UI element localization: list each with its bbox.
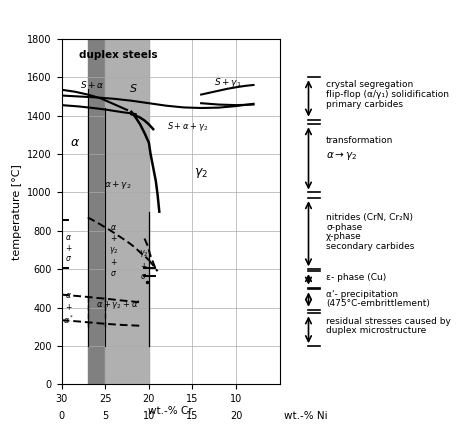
Text: primary carbides: primary carbides [326,100,403,109]
Bar [88,39,105,384]
Text: α'- precipitation: α'- precipitation [326,290,398,299]
Text: $\alpha$: $\alpha$ [70,136,80,149]
Text: secondary carbides: secondary carbides [326,242,414,251]
Text: $\gamma_2$: $\gamma_2$ [194,166,208,180]
Text: $S + \gamma_1$: $S + \gamma_1$ [213,76,241,89]
Text: $\alpha$
$+$
$\gamma_2$
$+$
$\sigma$: $\alpha$ $+$ $\gamma_2$ $+$ $\sigma$ [109,222,118,278]
Y-axis label: temperature [°C]: temperature [°C] [12,164,22,260]
Text: $\alpha$
+
$\sigma$: $\alpha$ + $\sigma$ [65,233,72,263]
Text: wt.-% Ni: wt.-% Ni [284,411,328,421]
Text: $\alpha$
$+$
$\alpha^*$: $\alpha$ $+$ $\alpha^*$ [63,291,74,326]
Text: crystal segregation: crystal segregation [326,80,413,89]
Text: duplex steels: duplex steels [79,50,158,60]
Text: 0: 0 [59,411,64,421]
Text: σ-phase: σ-phase [326,222,362,232]
Text: $\alpha + \gamma_2$: $\alpha + \gamma_2$ [104,179,132,191]
Text: $S + \alpha + \gamma_2$: $S + \alpha + \gamma_2$ [167,120,209,133]
Bar [105,39,149,384]
Text: $\gamma_2$
$+$
$\sigma$: $\gamma_2$ $+$ $\sigma$ [139,248,148,281]
Text: $\alpha + \gamma_2 + \alpha'$: $\alpha + \gamma_2 + \alpha'$ [96,298,141,311]
Text: χ-phase: χ-phase [326,232,362,241]
Text: $S$: $S$ [129,82,137,94]
Text: 20: 20 [230,411,242,421]
Text: 5: 5 [102,411,109,421]
Text: (475°C-embrittlement): (475°C-embrittlement) [326,299,430,308]
Text: residual stresses caused by: residual stresses caused by [326,317,451,326]
Text: flip-flop (α/γ₁) solidification: flip-flop (α/γ₁) solidification [326,90,449,99]
Text: duplex microstructure: duplex microstructure [326,326,426,335]
Text: $\alpha \rightarrow \gamma_2$: $\alpha \rightarrow \gamma_2$ [326,150,357,162]
Text: 10: 10 [143,411,155,421]
Text: ε- phase (Cu): ε- phase (Cu) [326,273,386,282]
Text: $S + \alpha$: $S + \alpha$ [80,79,104,89]
Text: 15: 15 [186,411,199,421]
Text: nitrides (CrN, Cr₂N): nitrides (CrN, Cr₂N) [326,213,413,222]
X-axis label: wt.-% Cr: wt.-% Cr [148,406,193,416]
Text: transformation: transformation [326,136,393,145]
